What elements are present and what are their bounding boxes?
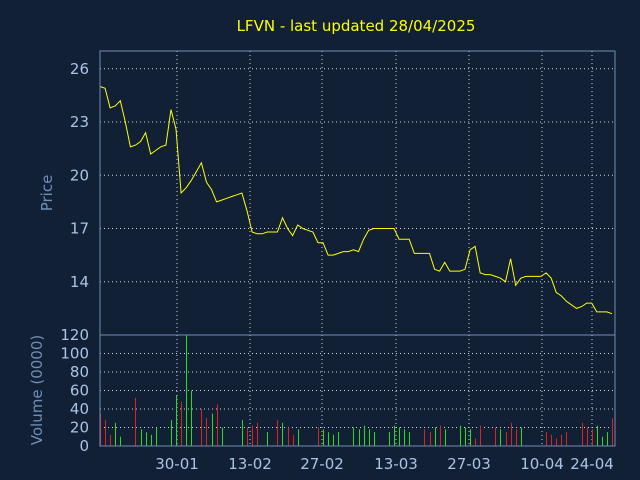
x-tick-label: 27-02	[300, 455, 344, 473]
volume-bars	[100, 335, 613, 446]
x-tick-label: 30-01	[155, 455, 199, 473]
volume-tick-label: 100	[60, 345, 89, 363]
price-panel: 26 23 20 17 14 Price	[38, 50, 616, 336]
x-tick-label: 24-04	[570, 455, 614, 473]
volume-grid	[100, 335, 615, 446]
price-tick-label: 14	[70, 273, 89, 291]
x-axis-labels: 30-01 13-02 27-02 13-03 27-03 10-04 24-04	[155, 455, 614, 473]
x-tick-label: 27-03	[447, 455, 491, 473]
price-tick-label: 26	[70, 60, 89, 78]
volume-axis-label: Volume (0000)	[28, 335, 46, 445]
volume-tick-label: 20	[70, 419, 89, 437]
price-tick-label: 23	[70, 113, 89, 131]
volume-tick-label: 120	[60, 326, 89, 344]
price-panel-frame	[99, 50, 616, 336]
volume-tick-label: 80	[70, 363, 89, 381]
chart-title: LFVN - last updated 28/04/2025	[237, 17, 476, 35]
price-line	[99, 86, 613, 315]
price-axis-label: Price	[38, 175, 56, 212]
price-tick-label: 17	[70, 220, 89, 238]
volume-tick-label: 0	[79, 437, 89, 455]
x-tick-label: 13-03	[374, 455, 418, 473]
volume-tick-label: 60	[70, 382, 89, 400]
price-grid	[100, 51, 615, 335]
price-tick-label: 20	[70, 166, 89, 184]
volume-tick-label: 40	[70, 400, 89, 418]
volume-panel-frame	[99, 334, 616, 447]
x-tick-label: 13-02	[228, 455, 272, 473]
x-tick-label: 10-04	[520, 455, 564, 473]
price-y-ticks: 26 23 20 17 14	[70, 60, 89, 291]
